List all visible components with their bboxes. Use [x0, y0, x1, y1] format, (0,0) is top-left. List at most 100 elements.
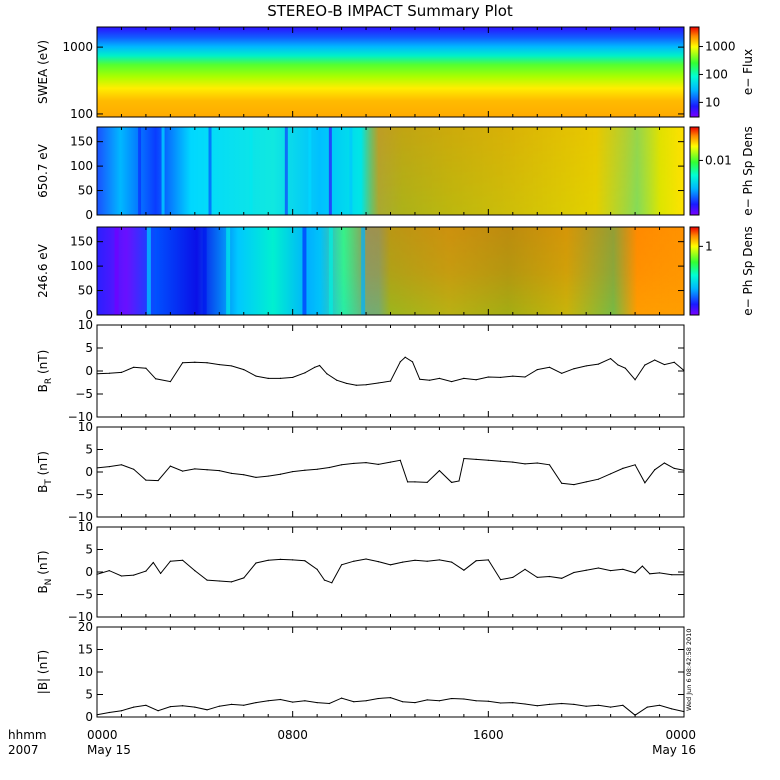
data-point [475, 700, 477, 702]
data-point [585, 569, 587, 571]
data-point [194, 706, 196, 708]
y-tick-label: 10 [78, 318, 93, 332]
data-point [255, 476, 257, 478]
x-tick-label: 0000 [665, 728, 696, 742]
data-point [463, 698, 465, 700]
data-point [641, 565, 644, 567]
data-point [487, 376, 489, 378]
data-point [622, 568, 624, 570]
x-tick-label: 1600 [473, 728, 504, 742]
data-point [597, 704, 599, 706]
data-point [328, 466, 330, 469]
data-point [463, 377, 465, 379]
spectrogram-streak [114, 227, 119, 315]
data-point [206, 362, 208, 364]
data-point [316, 702, 318, 704]
data-point [243, 704, 245, 706]
spectrogram-streak [146, 227, 151, 315]
data-point [671, 708, 673, 710]
spectrogram-streak [302, 227, 307, 315]
data-point [634, 464, 636, 466]
data-point [561, 482, 563, 484]
panel-frame [96, 426, 685, 518]
data-point [585, 365, 587, 367]
data-point [438, 700, 441, 702]
data-point [402, 561, 404, 563]
data-point [292, 470, 294, 473]
y-tick-label: 50 [78, 284, 93, 298]
y-tick-label: −5 [75, 588, 93, 602]
panel-pad650: 0.01 e− Ph Sp Dens 0 50 100 150 650.7 eV [36, 126, 755, 222]
data-point [573, 703, 575, 706]
data-point [499, 376, 502, 379]
y-tick-label: 50 [78, 184, 93, 198]
data-point [96, 467, 98, 469]
x-axis-row1-label: hhmm [8, 728, 47, 742]
data-point [649, 573, 651, 575]
data-point [499, 460, 502, 462]
data-point [414, 702, 416, 704]
data-point [683, 369, 685, 372]
data-point [267, 475, 269, 477]
spectrogram-streak [161, 127, 165, 215]
panel-bmag: 0 5 10 15 20 |B| (nT) [36, 620, 685, 724]
y-tick-label: 0 [85, 710, 93, 724]
data-point [353, 560, 355, 562]
data-point [399, 459, 401, 461]
y-axis-label: BR (nT) [36, 350, 54, 393]
data-point [96, 573, 98, 575]
data-point [671, 574, 673, 576]
x-tick-sublabel: May 15 [87, 743, 131, 757]
data-point [377, 382, 379, 384]
data-point [230, 365, 233, 367]
data-point [340, 564, 343, 566]
data-point [133, 706, 135, 708]
data-point [451, 380, 453, 383]
data-point [663, 462, 666, 464]
y-tick-label: 100 [70, 259, 93, 273]
panel-bn: −10 −5 0 5 10 BN (nT) [36, 520, 685, 624]
data-point [304, 469, 306, 471]
data-point [536, 705, 538, 707]
data-point [475, 379, 477, 381]
data-point [487, 459, 489, 461]
data-point [683, 711, 685, 713]
data-point [206, 709, 208, 711]
data-point [499, 579, 502, 581]
spectrogram-streak [226, 227, 231, 315]
data-point [536, 576, 538, 579]
data-point [120, 710, 123, 712]
panel-frame [96, 324, 685, 418]
data-point [230, 703, 233, 706]
data-point [536, 462, 538, 464]
data-point [426, 560, 428, 562]
data-point [524, 463, 526, 465]
series-line-bmag [96, 697, 685, 716]
data-point [218, 580, 220, 582]
data-point [389, 564, 392, 566]
panel-frame [96, 526, 685, 618]
y-tick-label: 0 [85, 208, 93, 222]
data-point [292, 701, 294, 703]
y-tick-label: 100 [70, 107, 93, 121]
data-point [634, 379, 636, 381]
data-point [548, 703, 551, 706]
data-point [169, 706, 171, 708]
y-tick-label: 10 [78, 665, 93, 679]
data-point [279, 473, 282, 475]
data-point [429, 379, 431, 381]
y-tick-label: 20 [78, 620, 93, 634]
data-point [610, 706, 612, 708]
data-point [340, 697, 343, 699]
data-point [585, 481, 587, 483]
colorbar-tick-label: 10 [705, 95, 720, 109]
y-axis-label: BN (nT) [36, 550, 54, 593]
data-point [365, 461, 367, 464]
y-tick-label: 5 [85, 341, 93, 355]
data-point [292, 376, 294, 379]
data-point [499, 702, 502, 704]
data-point [524, 376, 526, 378]
data-point [206, 579, 208, 581]
data-point [169, 380, 171, 383]
data-point [644, 482, 646, 484]
